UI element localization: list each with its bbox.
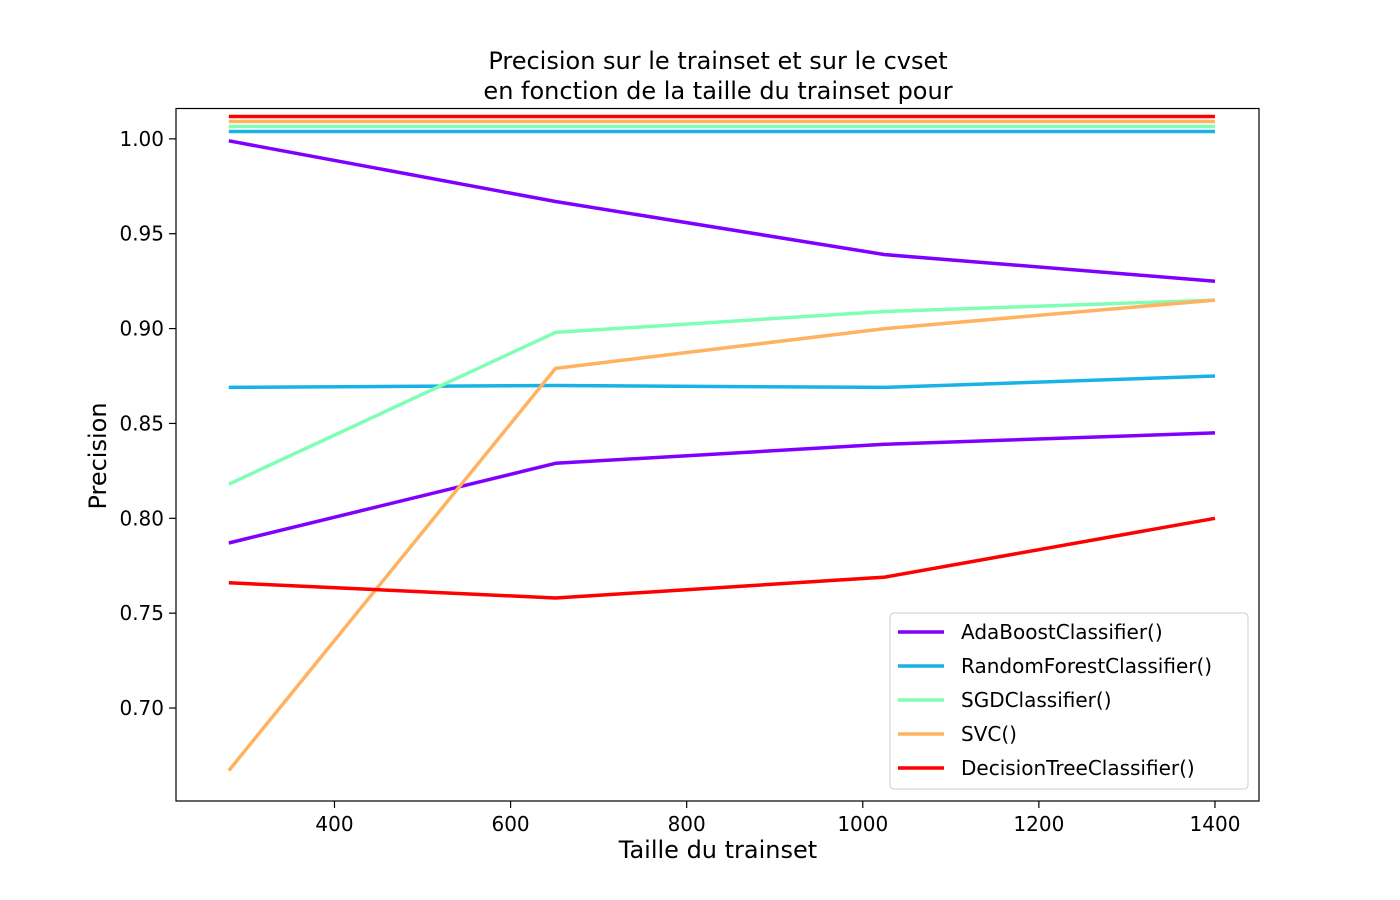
series-line-cv xyxy=(228,516,1216,600)
legend-label: AdaBoostClassifier() xyxy=(961,620,1163,644)
x-tick-label: 400 xyxy=(315,812,353,836)
series-line-train xyxy=(227,298,1216,772)
legend-box xyxy=(889,612,1249,790)
x-tick-label: 800 xyxy=(668,812,706,836)
y-axis-title: Precision xyxy=(84,402,112,509)
legend-label: SVC() xyxy=(961,722,1017,746)
chart-title-line-1: Precision sur le trainset et sur le cvse… xyxy=(488,47,947,75)
x-tick-label: 600 xyxy=(491,812,529,836)
legend-label: RandomForestClassifier() xyxy=(961,654,1212,678)
series-line-cv xyxy=(228,431,1216,545)
y-tick-label: 1.00 xyxy=(119,127,164,151)
x-tick-label: 1000 xyxy=(837,812,888,836)
x-tick-label: 1400 xyxy=(1190,812,1241,836)
y-tick-label: 0.70 xyxy=(119,696,164,720)
legend-label: DecisionTreeClassifier() xyxy=(961,756,1195,780)
y-tick-label: 0.80 xyxy=(119,506,164,530)
legend-label: SGDClassifier() xyxy=(961,688,1112,712)
legend: AdaBoostClassifier() RandomForestClassifi… xyxy=(889,612,1249,790)
plot-frame xyxy=(175,107,1260,802)
series-line-train xyxy=(228,298,1216,486)
y-tick-label: 0.95 xyxy=(119,222,164,246)
chart-title-line-2: en fonction de la taille du trainset pou… xyxy=(483,77,952,105)
x-tick-label: 1200 xyxy=(1013,812,1064,836)
series-line-train xyxy=(228,139,1216,283)
y-tick-label: 0.90 xyxy=(119,317,164,341)
chart-title: Precision sur le trainset et sur le cvse… xyxy=(483,47,952,105)
y-tick-label: 0.85 xyxy=(119,411,164,435)
series-line-cv xyxy=(228,374,1216,390)
x-axis-title: Taille du trainset xyxy=(618,836,817,864)
y-tick-label: 0.75 xyxy=(119,601,164,625)
